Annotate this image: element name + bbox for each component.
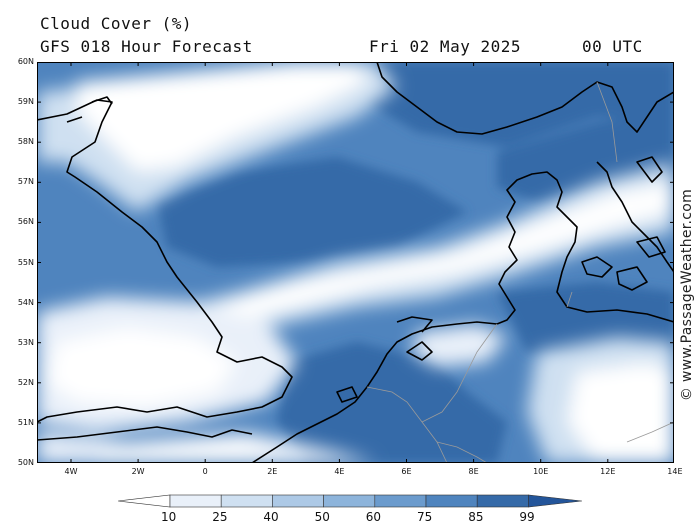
legend-label: 75 [417, 510, 433, 524]
longitude-label: 12E [600, 467, 616, 476]
longitude-label: 4W [64, 467, 78, 476]
latitude-label: 60N [17, 57, 34, 66]
legend-swatch [425, 494, 478, 508]
longitude-label: 6E [401, 467, 412, 476]
legend-swatch [169, 494, 222, 508]
latitude-label: 55N [17, 257, 34, 267]
latitude-label: 57N [17, 177, 34, 187]
latitude-label: 53N [17, 337, 34, 347]
forecast-subtitle: GFS 018 Hour Forecast [40, 37, 253, 56]
legend-swatch [476, 494, 529, 508]
longitude-label: 0 [202, 467, 208, 476]
legend-label: 25 [212, 510, 228, 524]
cloud-cover-map [37, 62, 674, 463]
forecast-date: Fri 02 May 2025 [369, 37, 521, 56]
legend-swatch [220, 494, 273, 508]
legend-label: 50 [314, 510, 330, 524]
latitude-label: 54N [17, 297, 34, 307]
longitude-label: 14E [667, 467, 683, 476]
longitude-label: 2W [131, 467, 145, 476]
forecast-time: 00 UTC [582, 37, 643, 56]
longitude-label: 2E [267, 467, 278, 476]
latitude-label: 51N [17, 417, 34, 427]
latitude-label: 58N [17, 137, 34, 147]
axis-ticks [37, 62, 674, 463]
latitude-label: 56N [17, 217, 34, 227]
legend-colorbar [118, 494, 582, 508]
legend-label: 10 [161, 510, 177, 524]
credit-text-container: © www.PassageWeather.com [679, 189, 695, 401]
latitude-label: 59N [17, 97, 34, 107]
latitude-label: 52N [17, 377, 34, 387]
legend-swatch [272, 494, 324, 508]
legend-label: 60 [365, 510, 382, 524]
latitude-label: 50N [17, 458, 34, 467]
longitude-label: 10E [533, 467, 549, 476]
map-title: Cloud Cover (%) [40, 14, 192, 33]
credit-text: © www.PassageWeather.com [679, 188, 695, 402]
cloud-light-areas [37, 62, 674, 463]
legend-label: 85 [468, 510, 484, 524]
country-borders [366, 81, 674, 463]
longitude-label: 4E [334, 467, 345, 476]
legend-label: 40 [263, 510, 279, 524]
legend-swatch [323, 494, 376, 508]
legend-swatch-low [118, 494, 171, 508]
coastlines [37, 62, 674, 463]
longitude-label: 8E [468, 467, 479, 476]
legend-swatch-high [528, 494, 582, 508]
legend-label: 99 [519, 510, 535, 524]
legend-swatch [374, 494, 427, 508]
